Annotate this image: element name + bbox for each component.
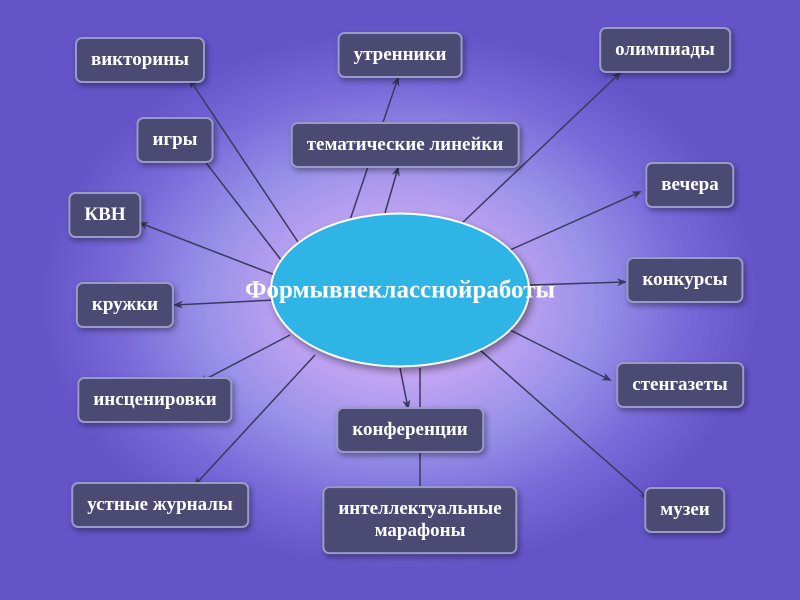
arrow (385, 168, 398, 213)
node-thematic-lines: тематические линейки (291, 122, 520, 168)
node-evenings: вечера (645, 162, 734, 208)
arrow (200, 155, 285, 265)
node-matinees: утренники (338, 32, 463, 78)
node-quizzes: викторины (75, 37, 205, 83)
arrow (140, 223, 275, 275)
arrow (200, 335, 290, 382)
node-intellectual-marathons: интеллектуальныемарафоны (322, 486, 517, 554)
node-contests: конкурсы (626, 257, 743, 303)
arrow (400, 368, 408, 408)
node-dramatizations: инсценировки (77, 377, 232, 423)
node-oral-journals: устные журналы (71, 482, 249, 528)
center-label-line: внеклассной (329, 274, 472, 305)
center-label-line: работы (472, 274, 555, 305)
arrow (510, 192, 640, 250)
node-museums: музеи (644, 487, 725, 533)
center-node: Формывнекласснойработы (270, 213, 530, 368)
node-conferences: конференции (336, 407, 484, 453)
node-kvn: КВН (68, 192, 141, 238)
center-label-line: Формы (245, 274, 329, 305)
node-wall-newspapers: стенгазеты (616, 362, 744, 408)
node-olympiads: олимпиады (599, 27, 731, 73)
arrow (510, 330, 610, 380)
node-games: игры (137, 117, 214, 163)
diagram-canvas: Формывнекласснойработы викторины утренник… (0, 0, 800, 600)
node-circles: кружки (76, 282, 174, 328)
